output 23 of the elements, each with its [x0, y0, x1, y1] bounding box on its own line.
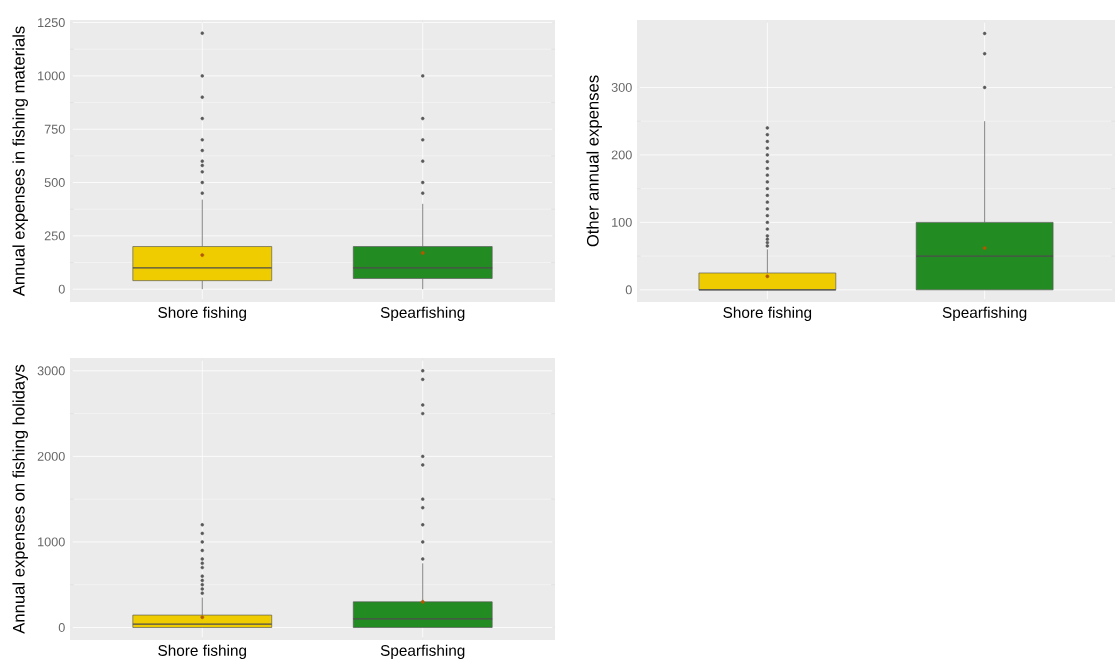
y-tick-label: 1000: [38, 71, 65, 81]
x-tick-label: Shore fishing: [723, 306, 812, 321]
x-tick-label: Shore fishing: [158, 306, 246, 321]
y-axis-title: Annual expenses on fishing holidays: [12, 364, 28, 634]
y-tick-label: 0: [58, 623, 65, 632]
x-tick-label: Shore fishing: [158, 644, 246, 659]
y-axis-title: Other annual expenses: [586, 75, 602, 247]
y-tick-label: 3000: [37, 366, 65, 376]
y-tick-label: 300: [611, 82, 632, 92]
y-tick-label: 500: [44, 178, 65, 188]
y-tick-label: 1000: [38, 537, 65, 547]
y-tick-label: 200: [611, 150, 632, 160]
y-tick-label: 2000: [37, 451, 65, 461]
y-tick-label: 0: [625, 285, 632, 295]
y-tick-label: 1250: [38, 18, 65, 28]
y-tick-label: 100: [612, 217, 632, 227]
y-tick-label: 750: [44, 124, 65, 134]
y-axis-title: Annual expenses in fishing materials: [12, 26, 28, 297]
y-tick-label: 250: [44, 231, 65, 241]
y-tick-label: 0: [58, 284, 65, 294]
x-tick-label: Spearfishing: [942, 306, 1027, 321]
x-tick-label: Spearfishing: [380, 644, 465, 659]
x-tick-label: Spearfishing: [380, 306, 465, 321]
